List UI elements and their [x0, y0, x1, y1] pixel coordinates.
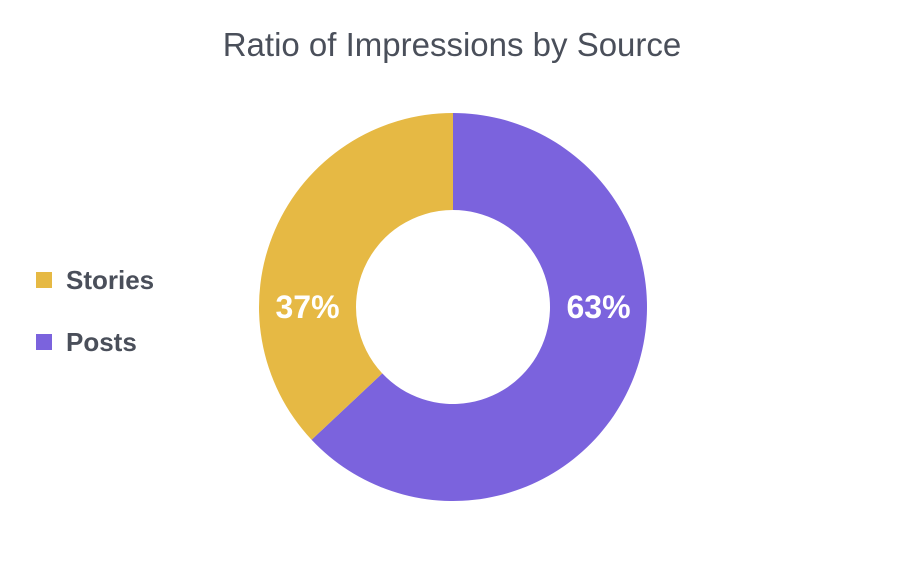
legend-label-posts: Posts	[66, 326, 137, 357]
legend-swatch-posts	[36, 334, 52, 350]
legend: Stories Posts	[36, 262, 154, 386]
legend-label-stories: Stories	[66, 264, 155, 295]
slice-label-posts: 63%	[566, 289, 630, 325]
slice-posts	[311, 113, 647, 502]
legend-item-posts: Posts	[36, 324, 154, 360]
legend-item-stories: Stories	[36, 262, 154, 298]
legend-swatch-stories	[36, 272, 52, 288]
slice-stories	[259, 113, 453, 440]
chart-title: Ratio of Impressions by Source	[222, 26, 682, 63]
slice-label-stories: 37%	[275, 289, 339, 325]
